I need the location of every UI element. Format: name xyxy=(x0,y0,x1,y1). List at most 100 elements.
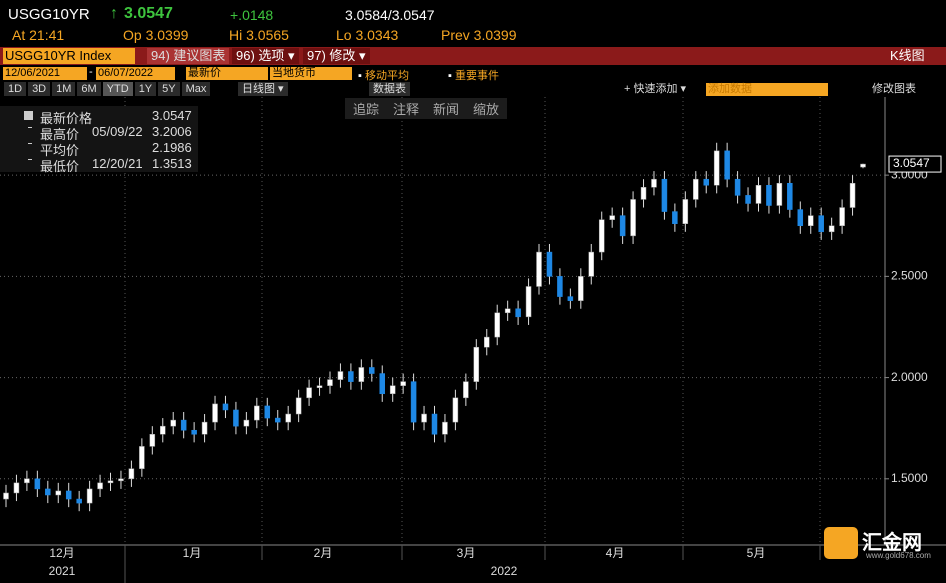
year-label: 2021 xyxy=(49,564,76,578)
candle-body xyxy=(180,419,187,431)
period-button[interactable]: YTD xyxy=(102,82,133,96)
add-data[interactable]: 添加数据 xyxy=(706,83,828,96)
edit[interactable]: 97) 修改 ▾ xyxy=(303,48,370,64)
currency[interactable]: 当地货币 xyxy=(270,67,352,80)
candle-body xyxy=(776,182,783,206)
candle-body xyxy=(389,385,396,395)
candle-body xyxy=(431,413,438,435)
y-tick-label: 2.0000 xyxy=(891,370,928,384)
candle-body xyxy=(254,405,260,421)
tool[interactable]: 新闻 xyxy=(433,102,460,117)
month-label: 12月 xyxy=(49,546,74,560)
options[interactable]: 96) 选项 ▾ xyxy=(232,48,299,64)
start-date[interactable]: 12/06/2021 xyxy=(3,67,87,80)
candle-body xyxy=(515,308,521,318)
candle-body xyxy=(274,417,281,423)
candle-body xyxy=(724,150,730,180)
month-label: 1月 xyxy=(183,546,202,560)
period-button[interactable]: 1D xyxy=(4,82,27,96)
candle-body xyxy=(452,397,459,423)
suggest[interactable]: 94) 建议图表 xyxy=(147,48,230,64)
events-label: 重要事件 xyxy=(454,70,499,82)
candle-body xyxy=(755,185,762,204)
security[interactable]: USGG10YR Index xyxy=(3,48,136,64)
tool[interactable]: 缩放 xyxy=(473,102,500,117)
tool[interactable]: 注释 xyxy=(393,102,420,117)
axis-panel xyxy=(885,97,946,583)
candle-body xyxy=(107,480,114,484)
last-price-box xyxy=(888,155,942,173)
legend-label: 最高价 xyxy=(40,127,80,142)
candle-body xyxy=(358,367,365,382)
candle-body xyxy=(348,371,354,382)
legend-icon xyxy=(28,127,32,128)
events[interactable]: ▪ 重要事件 xyxy=(448,70,499,82)
candle-body xyxy=(745,195,751,204)
legend-date: 12/20/21 xyxy=(92,156,143,171)
candle-body xyxy=(295,397,302,415)
candle-body xyxy=(65,490,72,500)
menu-bar xyxy=(0,47,946,65)
candle-body xyxy=(128,468,135,480)
candle-body xyxy=(860,163,866,168)
candle-body xyxy=(546,251,553,277)
quick-add[interactable]: + 快速添加 ▾ xyxy=(624,83,687,95)
candle-body xyxy=(504,308,511,314)
chart-kind: K线图 xyxy=(890,48,925,63)
end-date[interactable]: 06/07/2022 xyxy=(96,67,175,80)
candle-body xyxy=(327,379,333,386)
last-price-label: 3.0547 xyxy=(893,156,930,170)
candle-body xyxy=(703,178,709,186)
candle-body xyxy=(222,403,229,411)
arrow: ↑ xyxy=(110,5,118,22)
field[interactable]: 最新价 xyxy=(186,67,268,80)
month-label: 3月 xyxy=(457,546,476,560)
candle-body xyxy=(306,387,312,399)
legend-label: 最低价 xyxy=(40,159,80,174)
candle-body xyxy=(410,381,417,423)
candle-body xyxy=(807,215,814,227)
candle-body xyxy=(264,405,271,419)
high: Hi 3.0565 xyxy=(229,27,289,43)
candle-body xyxy=(212,403,218,423)
candle-body xyxy=(442,421,448,435)
period-button[interactable]: 6M xyxy=(77,82,101,96)
period-button[interactable]: Max xyxy=(181,82,211,96)
legend-value: 3.2006 xyxy=(152,124,192,139)
candle-body xyxy=(525,286,532,318)
candle-body xyxy=(463,381,469,399)
month-label: 5月 xyxy=(747,546,766,560)
moving-avg[interactable]: ▪ 移动平均 xyxy=(358,70,409,82)
candle-body xyxy=(734,178,741,196)
last-price: 3.0547 xyxy=(124,5,173,22)
candle-body xyxy=(160,425,166,435)
legend-value: 3.0547 xyxy=(152,108,192,123)
period-button[interactable]: 5Y xyxy=(158,82,180,96)
legend-label: 最新价格 xyxy=(40,111,93,126)
candle-body xyxy=(13,482,20,494)
candle-body xyxy=(578,276,584,301)
candle-body xyxy=(672,211,678,224)
data-table[interactable]: 数据表 xyxy=(369,82,410,96)
candle-body xyxy=(619,215,626,237)
frequency[interactable]: 日线图 ▾ xyxy=(238,82,288,96)
change: +.0148 xyxy=(230,7,274,23)
tool[interactable]: 追踪 xyxy=(353,102,380,117)
candle-body xyxy=(640,187,647,200)
period-button[interactable]: 1M xyxy=(52,82,76,96)
edit-chart[interactable]: 修改图表 xyxy=(872,83,916,95)
period-button[interactable]: 3D xyxy=(28,82,51,96)
period-button[interactable]: 1Y xyxy=(134,82,157,96)
candle-body xyxy=(661,178,668,212)
legend-icon xyxy=(28,143,32,144)
candle-body xyxy=(55,490,62,496)
candle-body xyxy=(536,251,542,287)
bid-ask: 3.0584/3.0547 xyxy=(345,7,435,23)
candle-body xyxy=(243,419,250,427)
moving-avg-label: 移动平均 xyxy=(364,70,409,82)
candle-body xyxy=(588,251,595,277)
candle-body xyxy=(316,385,323,388)
candle-body xyxy=(369,367,375,374)
month-label: 2月 xyxy=(314,546,333,560)
